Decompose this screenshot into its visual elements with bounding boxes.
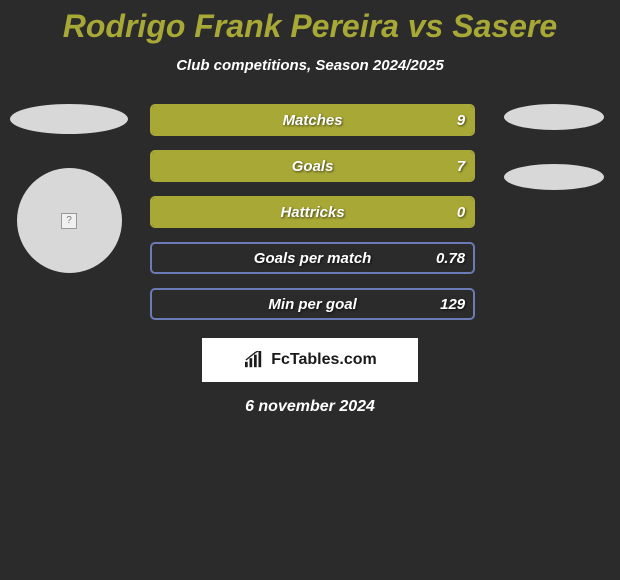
- badge-text: FcTables.com: [271, 351, 377, 369]
- stat-bars: Matches 9 Goals 7 Hattricks 0 Goals per match 0…: [150, 104, 475, 320]
- chart-icon: [243, 351, 265, 369]
- stat-bar: Goals 7: [150, 150, 475, 182]
- stat-bar: Min per goal 129: [150, 288, 475, 320]
- bar-value: 9: [457, 112, 465, 129]
- player-oval-right-2: [504, 164, 604, 190]
- left-player-col: ?: [10, 104, 128, 273]
- player-oval-right-1: [504, 104, 604, 130]
- bar-label: Matches: [283, 112, 343, 129]
- stat-bar: Goals per match 0.78: [150, 242, 475, 274]
- bar-label: Hattricks: [280, 204, 344, 221]
- bar-value: 129: [440, 296, 465, 313]
- player-avatar-left: ?: [17, 168, 122, 273]
- stat-bar: Matches 9: [150, 104, 475, 136]
- player-oval-left: [10, 104, 128, 134]
- bar-label: Min per goal: [268, 296, 356, 313]
- bar-value: 7: [457, 158, 465, 175]
- source-badge: FcTables.com: [202, 338, 418, 382]
- chart-area: ? Matches 9 Goals 7 Hattricks 0 Goals per matc…: [0, 104, 620, 320]
- bar-label: Goals per match: [254, 250, 372, 267]
- bar-value: 0.78: [436, 250, 465, 267]
- bar-label: Goals: [292, 158, 334, 175]
- footer-date: 6 november 2024: [0, 398, 620, 416]
- subtitle: Club competitions, Season 2024/2025: [0, 57, 620, 74]
- page-title: Rodrigo Frank Pereira vs Sasere: [0, 8, 620, 45]
- bar-value: 0: [457, 204, 465, 221]
- placeholder-icon: ?: [61, 213, 77, 229]
- right-player-col: [497, 104, 610, 190]
- comparison-card: Rodrigo Frank Pereira vs Sasere Club com…: [0, 0, 620, 416]
- stat-bar: Hattricks 0: [150, 196, 475, 228]
